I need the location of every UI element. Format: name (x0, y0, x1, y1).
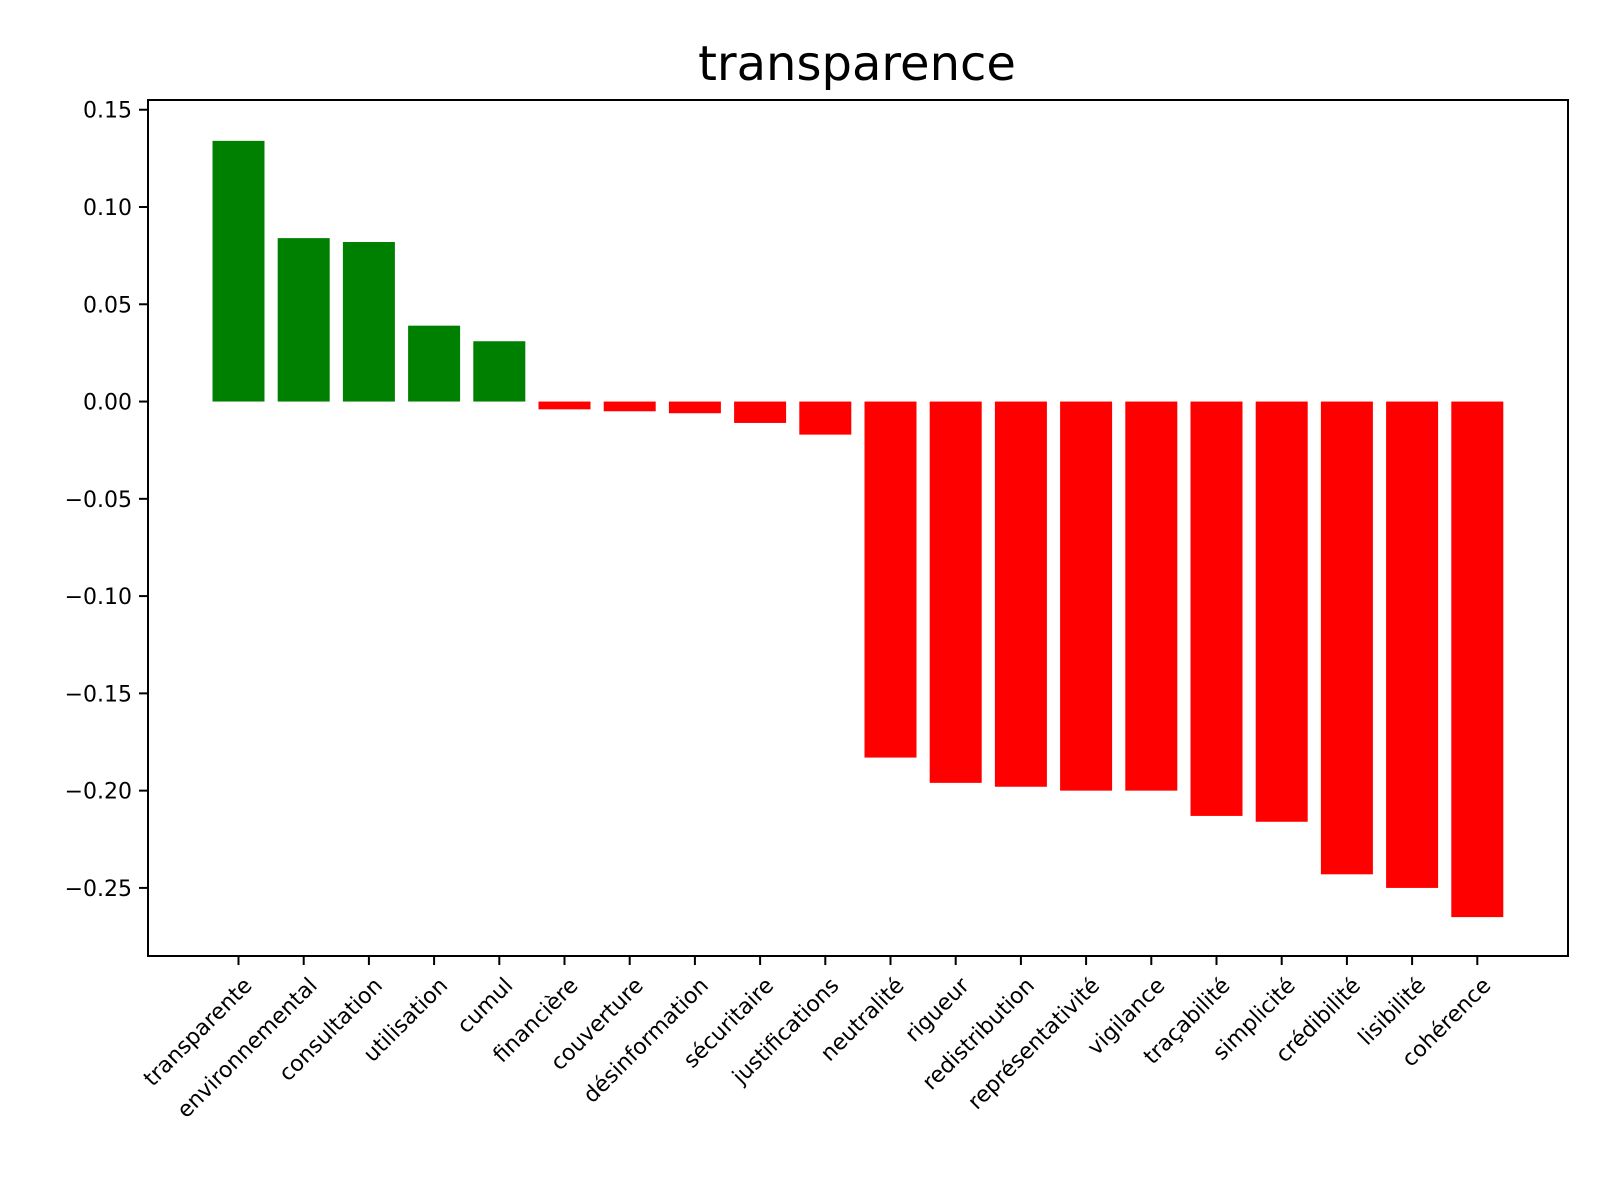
bar-4 (473, 341, 526, 402)
x-tick-label-4: cumul (453, 973, 518, 1038)
y-tick-label-6: −0.15 (65, 682, 132, 707)
bar-6 (603, 401, 656, 412)
chart-title: transparence (698, 36, 1016, 92)
bar-1 (277, 238, 330, 402)
bar-0 (212, 140, 265, 402)
bar-17 (1320, 401, 1373, 875)
y-tick-label-2: 0.05 (83, 293, 132, 318)
bar-2 (342, 242, 395, 402)
bar-13 (1060, 401, 1113, 791)
bar-12 (994, 401, 1047, 787)
bar-5 (538, 401, 591, 410)
bar-14 (1125, 401, 1178, 791)
y-tick-label-0: 0.15 (83, 99, 132, 124)
bar-11 (929, 401, 982, 783)
bars-group (212, 140, 1504, 918)
x-axis: transparenteenvironnementalconsultationu… (139, 956, 1496, 1123)
y-tick-label-7: −0.20 (65, 780, 132, 805)
y-tick-label-1: 0.10 (83, 196, 132, 221)
bar-7 (668, 401, 721, 414)
y-axis: 0.15 0.10 0.05 0.00 −0.05 −0.10 −0.15 −0.20 −0.2… (65, 99, 148, 902)
y-tick-label-8: −0.25 (65, 877, 132, 902)
bar-19 (1451, 401, 1504, 918)
x-tick-label-12: redistribution (918, 973, 1040, 1095)
y-tick-label-3: 0.00 (83, 391, 132, 416)
bar-10 (864, 401, 917, 758)
bar-3 (408, 325, 461, 402)
bar-16 (1255, 401, 1308, 822)
plot-frame (147, 99, 1569, 957)
y-tick-label-4: −0.05 (65, 488, 132, 513)
bar-18 (1386, 401, 1439, 888)
bar-9 (799, 401, 852, 435)
bar-8 (734, 401, 787, 423)
y-tick-label-5: −0.10 (65, 585, 132, 610)
bar-15 (1190, 401, 1243, 816)
